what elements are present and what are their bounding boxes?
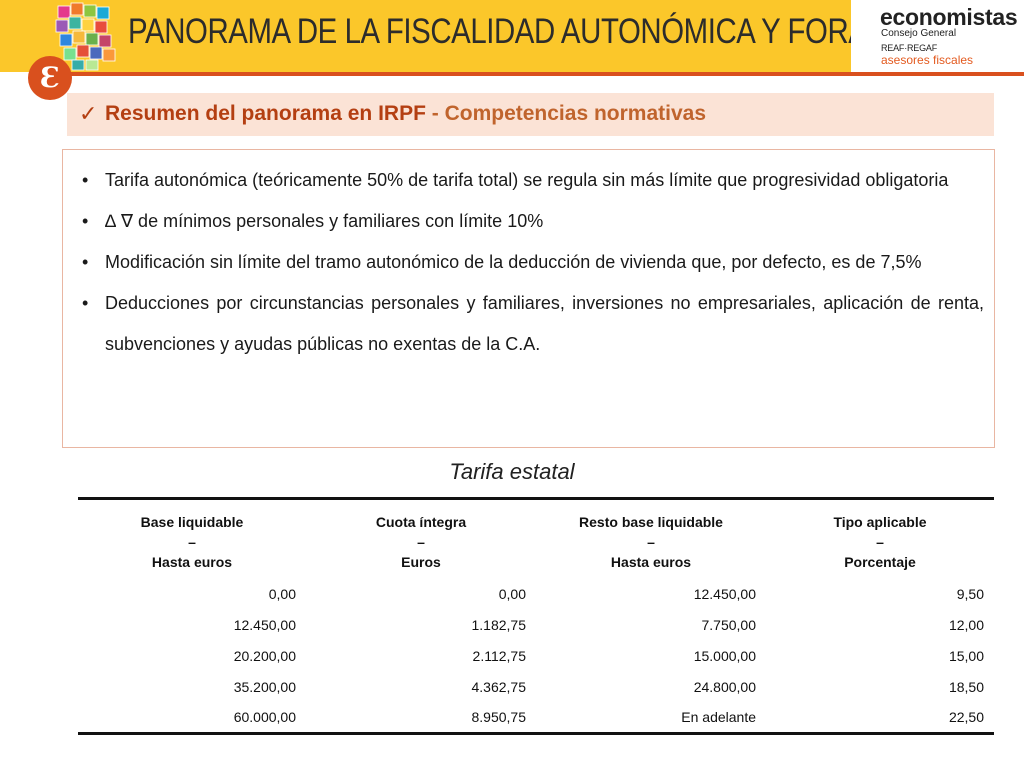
- table-cell: 22,50: [948, 708, 984, 725]
- header-line: Porcentaje: [844, 554, 916, 570]
- list-item: • ∆ ∇ de mínimos personales y familiares …: [73, 201, 984, 242]
- section-title-sub: - Competencias normativas: [425, 102, 707, 125]
- bullet-dot-icon: •: [82, 252, 89, 272]
- bullet-box: • Tarifa autonómica (teóricamente 50% de …: [62, 149, 995, 448]
- header-line: Hasta euros: [610, 554, 692, 570]
- section-title: Resumen del panorama en IRPF - Competenc…: [105, 102, 706, 126]
- brand-logo: economistas Consejo General REAF·REGAF a…: [851, 0, 1024, 72]
- table-row: 0,00 0,00 12.450,00 9,50: [78, 578, 994, 609]
- table-title: Tarifa estatal: [0, 459, 1024, 485]
- table-row: 20.200,00 2.112,75 15.000,00 15,00: [78, 640, 994, 671]
- table-cell: 20.200,00: [233, 647, 296, 664]
- bullet-text: ∆ ∇ de mínimos personales y familiares c…: [105, 211, 544, 231]
- table-header-row: Base liquidable – Hasta euros Cuota íntegr…: [78, 499, 994, 579]
- brand-org: REAF·REGAF: [881, 43, 938, 53]
- presentation-title: PANORAMA DE LA FISCALIDAD AUTONÓMICA Y F…: [128, 12, 954, 51]
- table-cell: 9,50: [956, 585, 984, 602]
- header-line: –: [188, 534, 196, 550]
- list-item: • Tarifa autonómica (teóricamente 50% de …: [73, 160, 984, 201]
- header-line: Base liquidable: [140, 514, 244, 530]
- bullet-list: • Tarifa autonómica (teóricamente 50% de …: [63, 150, 994, 365]
- brand-tagline: asesores fiscales: [881, 53, 974, 67]
- check-icon: ✓: [79, 101, 98, 126]
- header-line: Hasta euros: [151, 554, 233, 570]
- header-banner: PANORAMA DE LA FISCALIDAD AUTONÓMICA Y F…: [0, 0, 1024, 72]
- table-cell: 2.112,75: [472, 647, 526, 664]
- table-cell: En adelante: [681, 708, 756, 725]
- cubes-logo-icon: [55, 2, 116, 71]
- header-line: Cuota íntegra: [375, 514, 467, 530]
- table-row: 35.200,00 4.362,75 24.800,00 18,50: [78, 671, 994, 702]
- list-item: • Deducciones por circunstancias personal…: [73, 283, 984, 365]
- bullet-text: Tarifa autonómica (teóricamente 50% de t…: [105, 170, 949, 190]
- bullet-dot-icon: •: [82, 211, 89, 231]
- table-header-cell: Tipo aplicable – Porcentaje: [766, 499, 994, 579]
- table-cell: 1.182,75: [471, 616, 527, 633]
- section-heading-bar: ✓ Resumen del panorama en IRPF - Compete…: [67, 93, 994, 136]
- section-title-main: Resumen del panorama en IRPF: [105, 102, 426, 125]
- bullet-dot-icon: •: [82, 293, 89, 313]
- bullet-text: Modificación sin límite del tramo autonó…: [105, 252, 922, 272]
- table-cell: 0,00: [268, 585, 296, 602]
- table-title-text: Tarifa estatal: [449, 459, 575, 484]
- table-cell: 15,00: [948, 647, 984, 664]
- table-cell: 24.800,00: [693, 678, 756, 695]
- table-cell: 12.450,00: [693, 585, 756, 602]
- table-cell: 4.362,75: [471, 678, 527, 695]
- brand-subtitle: Consejo General: [881, 28, 957, 39]
- economistas-e-icon: Ɛ: [28, 56, 72, 100]
- brand-name: economistas: [880, 4, 1018, 30]
- header-line: Euros: [401, 554, 441, 570]
- header-divider: [52, 72, 1024, 76]
- table-cell: 15.000,00: [693, 647, 756, 664]
- table-row: 12.450,00 1.182,75 7.750,00 12,00: [78, 609, 994, 640]
- table-header-cell: Base liquidable – Hasta euros: [78, 499, 306, 579]
- table-cell: 12,00: [948, 616, 984, 633]
- header-line: Resto base liquidable: [579, 514, 723, 530]
- table-cell: 35.200,00: [233, 678, 296, 695]
- table-row: 60.000,00 8.950,75 En adelante 22,50: [78, 702, 994, 733]
- table-cell: 8.950,75: [471, 708, 527, 725]
- header-line: –: [417, 534, 425, 550]
- list-item: • Modificación sin límite del tramo auton…: [73, 242, 984, 283]
- table-header-cell: Cuota íntegra – Euros: [306, 499, 536, 579]
- bullet-dot-icon: •: [82, 170, 89, 190]
- table-cell: 60.000,00: [233, 708, 296, 725]
- table-cell: 12.450,00: [233, 616, 296, 633]
- table-header-cell: Resto base liquidable – Hasta euros: [536, 499, 766, 579]
- table-cell: 0,00: [498, 585, 526, 602]
- table-cell: 7.750,00: [701, 616, 757, 633]
- header-line: –: [876, 534, 884, 550]
- tax-rate-table: Base liquidable – Hasta euros Cuota íntegr…: [78, 497, 994, 735]
- table-cell: 18,50: [948, 678, 984, 695]
- header-line: –: [647, 534, 655, 550]
- bullet-text: Deducciones por circunstancias personale…: [105, 293, 984, 354]
- header-line: Tipo aplicable: [833, 514, 927, 530]
